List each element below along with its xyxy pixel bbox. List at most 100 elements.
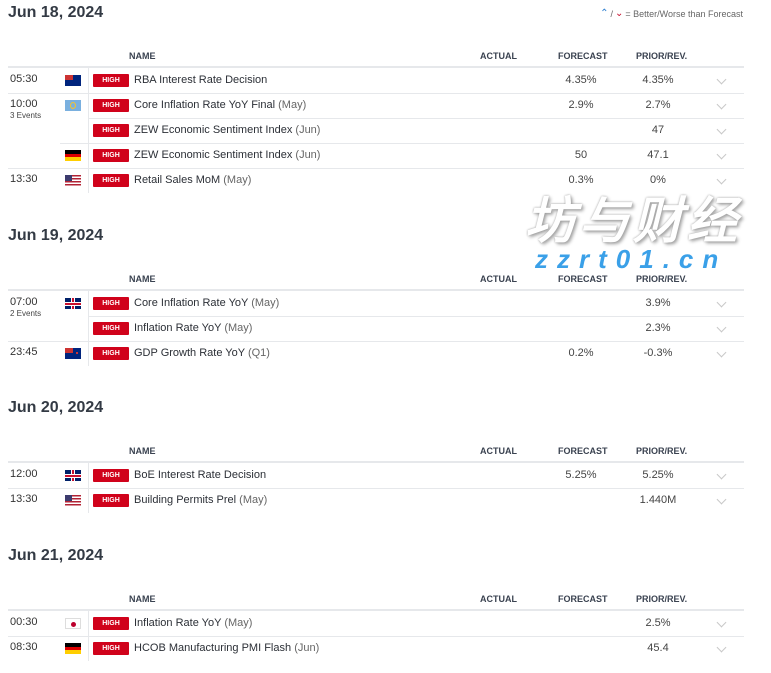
flag-gb-icon	[65, 470, 81, 481]
row-divider	[8, 341, 744, 342]
table-header: NAME ACTUAL FORECAST PRIOR/REV.	[8, 594, 744, 608]
chevron-down-icon[interactable]	[718, 617, 728, 626]
watermark-chinese: 坊与财经	[525, 193, 741, 249]
importance-badge: HIGH	[93, 469, 129, 482]
flag-us-icon	[65, 495, 81, 506]
column-divider	[88, 316, 89, 341]
event-name[interactable]: Inflation Rate YoY (May)	[134, 322, 253, 334]
better-arrow-icon: ⌃	[600, 8, 609, 19]
forecast-value: 4.35%	[565, 74, 597, 86]
importance-badge: HIGH	[93, 617, 129, 630]
row-divider	[8, 488, 744, 489]
chevron-down-icon[interactable]	[718, 99, 728, 108]
section-date: Jun 21, 2024	[8, 547, 104, 564]
chevron-down-icon[interactable]	[718, 297, 728, 306]
chevron-down-icon[interactable]	[718, 124, 728, 133]
event-row[interactable]: HIGH ZEW Economic Sentiment Index (Jun) 50…	[8, 143, 744, 168]
chevron-down-icon[interactable]	[718, 322, 728, 331]
column-divider	[88, 291, 89, 316]
forecast-value: 0.3%	[568, 174, 594, 186]
header-actual: ACTUAL	[480, 594, 517, 604]
event-count: 3 Events	[10, 111, 42, 120]
event-time: 00:30	[10, 616, 38, 628]
importance-badge: HIGH	[93, 99, 129, 112]
row-divider	[8, 636, 744, 637]
chevron-down-icon[interactable]	[718, 469, 728, 478]
column-divider	[88, 143, 89, 168]
header-name: NAME	[129, 51, 156, 61]
column-divider	[88, 636, 89, 661]
header-forecast: FORECAST	[558, 51, 608, 61]
prior-value: 4.35%	[642, 74, 674, 86]
divider	[8, 289, 744, 291]
event-time: 23:45	[10, 346, 38, 358]
flag-jp-icon	[65, 618, 81, 629]
section-date: Jun 20, 2024	[8, 399, 104, 416]
event-name[interactable]: Core Inflation Rate YoY Final (May)	[134, 99, 307, 111]
importance-badge: HIGH	[93, 494, 129, 507]
column-divider	[88, 118, 89, 143]
event-name[interactable]: RBA Interest Rate Decision	[134, 74, 268, 86]
chevron-down-icon[interactable]	[718, 642, 728, 651]
prior-value: 47	[651, 124, 665, 136]
prior-value: 0%	[650, 174, 666, 186]
column-divider	[88, 168, 89, 193]
event-name[interactable]: GDP Growth Rate YoY (Q1)	[134, 347, 270, 359]
event-time: 07:00	[10, 296, 38, 308]
forecast-value: 50	[574, 149, 588, 161]
table-header: NAME ACTUAL FORECAST PRIOR/REV.	[8, 274, 744, 288]
event-row[interactable]: HIGH ZEW Economic Sentiment Index (Jun) 47	[8, 118, 744, 143]
event-time: 13:30	[10, 173, 38, 185]
event-name[interactable]: Retail Sales MoM (May)	[134, 174, 252, 186]
chevron-down-icon[interactable]	[718, 347, 728, 356]
flag-gb-icon	[65, 298, 81, 309]
event-name[interactable]: Core Inflation Rate YoY (May)	[134, 297, 280, 309]
header-name: NAME	[129, 446, 156, 456]
chevron-down-icon[interactable]	[718, 149, 728, 158]
event-count: 2 Events	[10, 309, 42, 318]
event-name[interactable]: Building Permits Prel (May)	[134, 494, 268, 506]
event-row[interactable]: 00:30 HIGH Inflation Rate YoY (May) 2.5%	[8, 611, 744, 636]
prior-value: 45.4	[647, 642, 669, 654]
event-name[interactable]: ZEW Economic Sentiment Index (Jun)	[134, 124, 321, 136]
flag-au-icon	[65, 75, 81, 86]
prior-value: 1.440M	[639, 494, 677, 506]
event-name[interactable]: Inflation Rate YoY (May)	[134, 617, 253, 629]
worse-arrow-icon: ⌄	[614, 8, 624, 19]
column-divider	[88, 68, 89, 93]
section-date: Jun 18, 2024	[8, 4, 104, 21]
header-prior: PRIOR/REV.	[636, 274, 688, 284]
importance-badge: HIGH	[93, 174, 129, 187]
forecast-value: 0.2%	[568, 347, 594, 359]
column-divider	[88, 463, 89, 488]
header-forecast: FORECAST	[558, 274, 608, 284]
event-time: 08:30	[10, 641, 38, 653]
table-header: NAME ACTUAL FORECAST PRIOR/REV.	[8, 51, 744, 65]
header-actual: ACTUAL	[480, 446, 517, 456]
event-time: 10:00	[10, 98, 38, 110]
divider	[8, 66, 744, 68]
header-actual: ACTUAL	[480, 51, 517, 61]
event-row[interactable]: 23:45 HIGH GDP Growth Rate YoY (Q1) 0.2% -0.…	[8, 341, 744, 366]
header-prior: PRIOR/REV.	[636, 446, 688, 456]
column-divider	[88, 341, 89, 366]
watermark-url: zzrt01.cn	[535, 244, 728, 274]
event-row[interactable]: 05:30 HIGH RBA Interest Rate Decision 4.35…	[8, 68, 744, 93]
event-time: 13:30	[10, 493, 38, 505]
chevron-down-icon[interactable]	[718, 494, 728, 503]
event-row[interactable]: 13:30 HIGH Retail Sales MoM (May) 0.3% 0%	[8, 168, 744, 193]
event-row[interactable]: 08:30 HIGH HCOB Manufacturing PMI Flash (J…	[8, 636, 744, 661]
event-row[interactable]: HIGH Inflation Rate YoY (May) 2.3%	[8, 316, 744, 341]
importance-badge: HIGH	[93, 347, 129, 360]
forecast-value: 5.25%	[565, 469, 597, 481]
chevron-down-icon[interactable]	[718, 174, 728, 183]
event-name[interactable]: ZEW Economic Sentiment Index (Jun)	[134, 149, 321, 161]
chevron-down-icon[interactable]	[718, 74, 728, 83]
event-name[interactable]: HCOB Manufacturing PMI Flash (Jun)	[134, 642, 320, 654]
event-row[interactable]: 10:00 3 Events HIGH Core Inflation Rate YoY…	[8, 93, 744, 120]
event-name[interactable]: BoE Interest Rate Decision	[134, 469, 267, 481]
event-row[interactable]: 12:00 HIGH BoE Interest Rate Decision 5.25…	[8, 463, 744, 488]
row-divider	[88, 316, 744, 317]
event-row[interactable]: 13:30 HIGH Building Permits Prel (May) 1.44…	[8, 488, 744, 513]
event-row[interactable]: 07:00 2 Events HIGH Core Inflation Rate YoY…	[8, 291, 744, 318]
